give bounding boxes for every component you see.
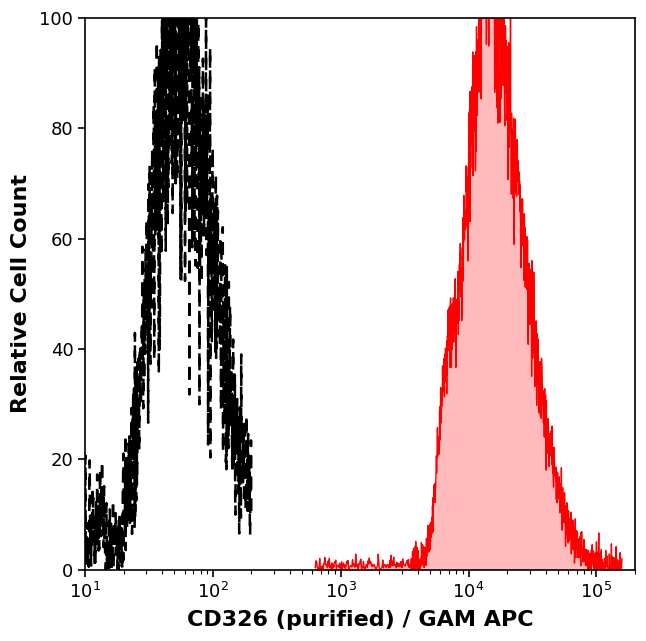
X-axis label: CD326 (purified) / GAM APC: CD326 (purified) / GAM APC	[187, 610, 534, 630]
Y-axis label: Relative Cell Count: Relative Cell Count	[11, 174, 31, 413]
